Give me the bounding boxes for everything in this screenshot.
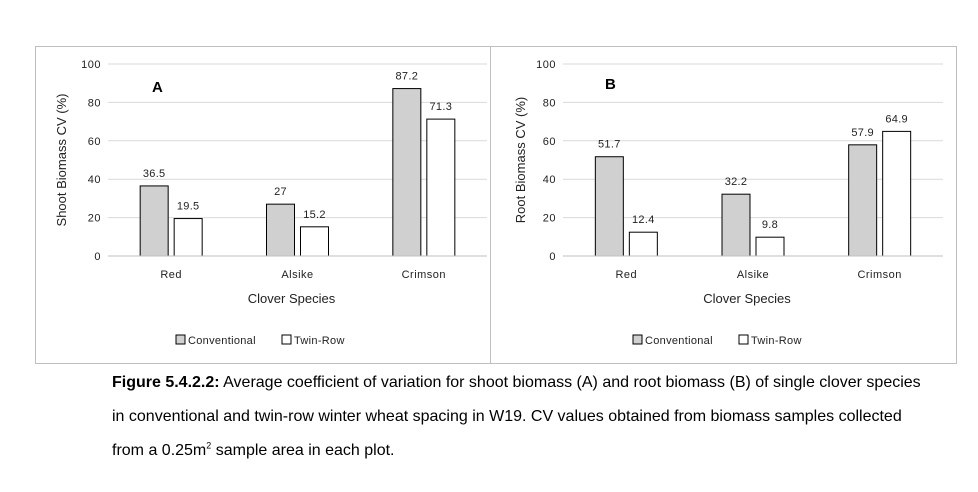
y-tick-label: 20 [543,213,556,225]
data-label: 19.5 [177,201,200,213]
data-label: 15.2 [303,209,326,221]
legend-swatch [632,334,643,345]
y-tick-label: 80 [543,97,556,109]
data-label: 51.7 [598,139,621,151]
data-label: 36.5 [143,168,166,180]
bar [300,226,329,257]
bar [426,118,456,257]
data-label: 64.9 [885,113,908,125]
data-label: 12.4 [632,214,655,226]
bar [848,144,878,257]
y-tick-label: 80 [88,97,101,109]
x-tick-label: Crimson [857,269,901,281]
y-tick-label: 100 [536,59,556,71]
y-tick-label: 40 [543,174,556,186]
legend-label: Twin-Row [751,335,802,347]
bar [628,231,658,257]
legend-label: Conventional [645,335,713,347]
figure-frame [35,46,957,364]
bar [173,218,203,257]
data-label: 9.8 [762,219,778,231]
caption-text-end: sample area in each plot. [211,442,395,459]
data-label: 71.3 [430,101,453,113]
legend-label: Twin-Row [294,335,345,347]
bar [392,88,422,257]
data-label: 32.2 [725,176,748,188]
bar [882,130,912,257]
x-axis-title: Clover Species [703,291,791,306]
y-tick-label: 0 [94,251,101,263]
data-label: 27 [274,186,287,198]
legend-swatch [281,334,292,345]
chart-panel-a: 0 20 40 60 80 100 36.5 19.5 Red 27 15.2 Alsike 87.2 7… [54,59,487,347]
bar [755,236,785,257]
x-tick-label: Red [160,269,182,281]
bar [139,185,169,257]
y-axis-title: Root Biomass CV (%) [513,97,528,223]
x-tick-label: Crimson [402,269,446,281]
legend-label: Conventional [188,335,256,347]
y-tick-label: 0 [549,251,556,263]
data-label: 87.2 [396,71,419,83]
figure-caption: Figure 5.4.2.2: Average coefficient of v… [112,366,932,468]
y-tick-label: 100 [81,59,101,71]
y-tick-label: 40 [88,174,101,186]
x-tick-label: Alsike [737,269,769,281]
panel-letter: A [152,79,163,96]
bar [721,193,751,257]
chart-panel-b: 0 20 40 60 80 100 51.7 12.4 Red 32.2 9.8 Alsike 57.9… [513,59,943,347]
y-axis-title: Shoot Biomass CV (%) [54,94,69,227]
y-tick-label: 60 [543,136,556,148]
legend-swatch [738,334,749,345]
x-tick-label: Alsike [281,269,313,281]
y-tick-label: 20 [88,213,101,225]
x-axis-title: Clover Species [248,291,336,306]
x-tick-label: Red [615,269,637,281]
panel-letter: B [605,76,616,93]
caption-label: Figure 5.4.2.2: [112,374,220,391]
data-label: 57.9 [851,127,874,139]
caption-text: Average coefficient of variation for sho… [112,374,921,459]
caption-superscript: 2 [206,440,212,451]
panel-divider [490,46,491,364]
bar [266,203,295,257]
legend-swatch [175,334,186,345]
bar [594,156,624,257]
y-tick-label: 60 [88,136,101,148]
